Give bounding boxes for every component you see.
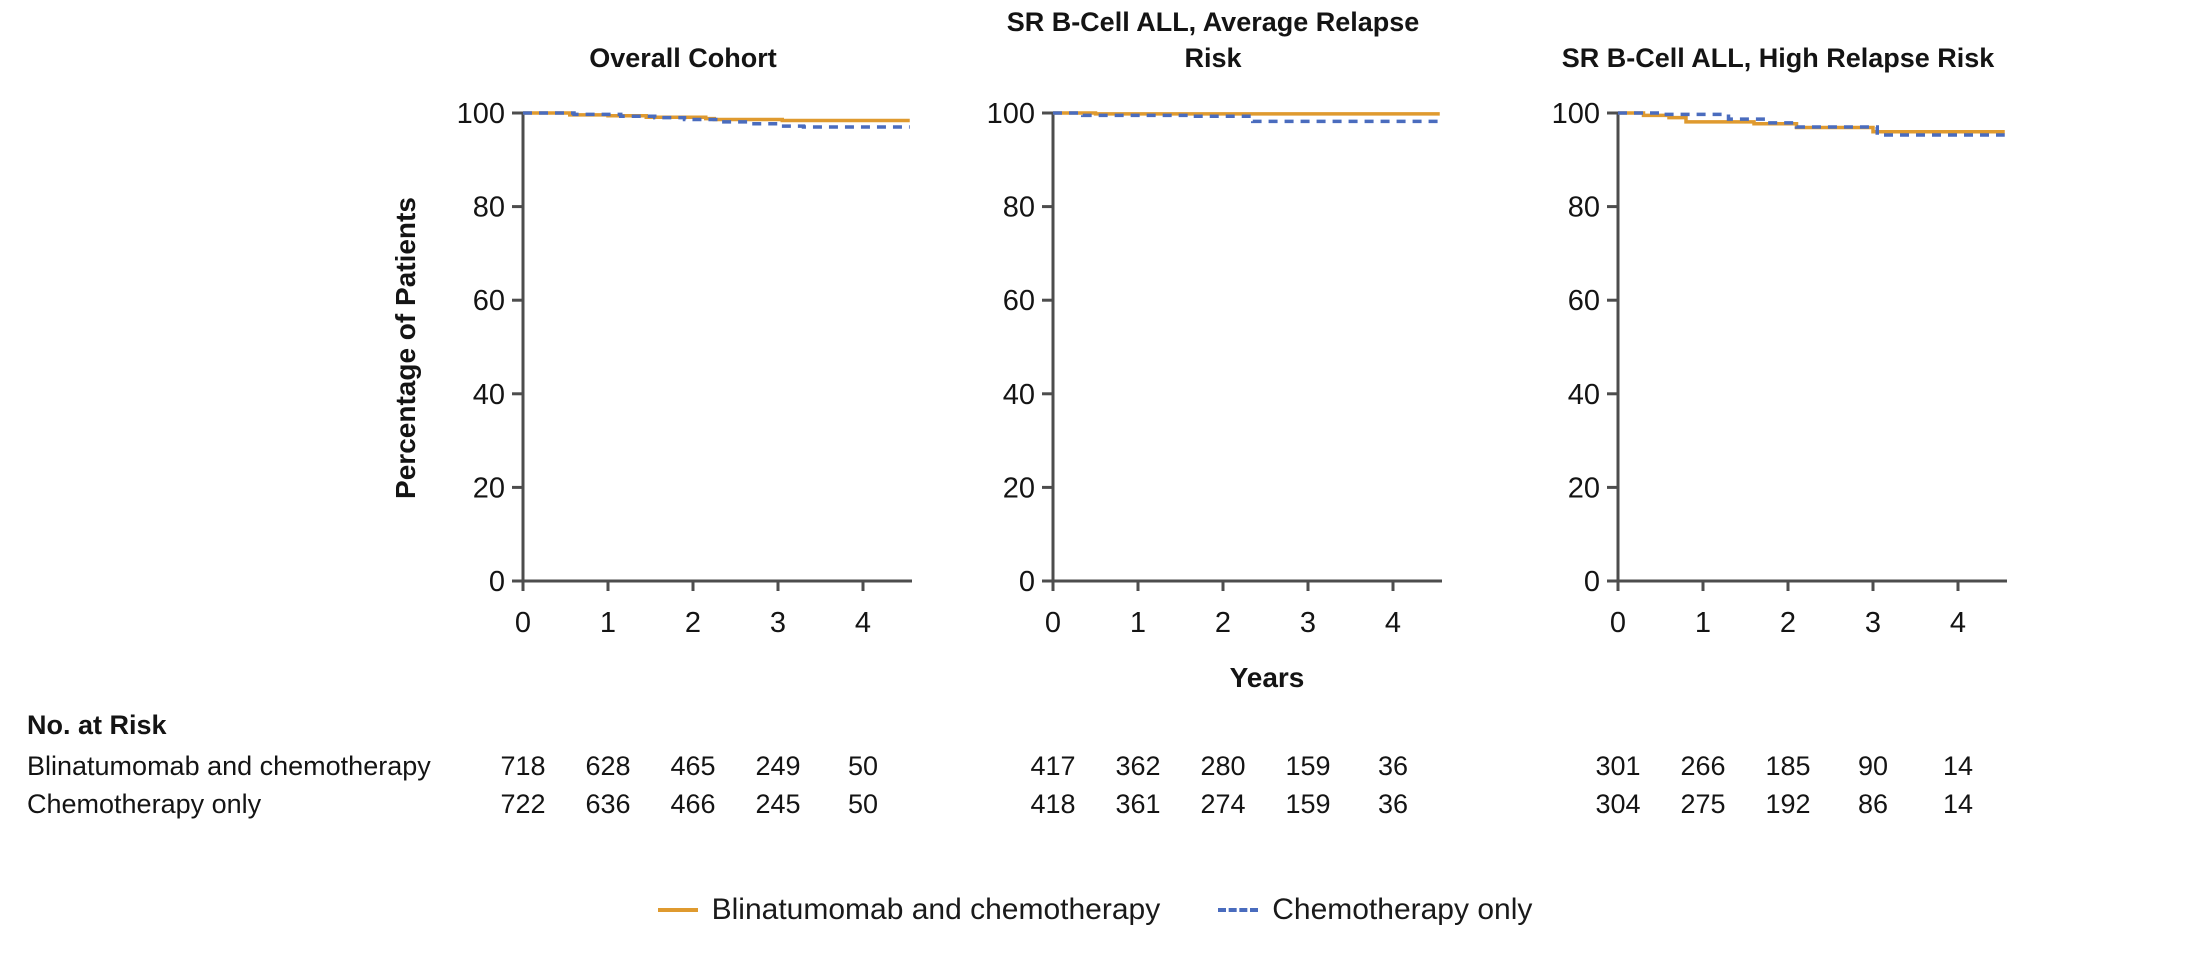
no-at-risk-title: No. at Risk [27,710,167,740]
series-chemotherapy [1618,111,2005,137]
risk-count: 159 [1285,751,1331,781]
solid-line-icon [657,908,698,912]
risk-count: 636 [585,789,631,819]
risk-count: 90 [1857,751,1889,781]
risk-count: 192 [1765,789,1811,819]
x-tick-label: 1 [1695,607,1711,639]
risk-count: 466 [670,789,716,819]
y-tick-label: 80 [1568,192,1600,224]
km-plot-overall: 0 20 40 60 80 100 0 1 2 3 4 [457,98,912,639]
risk-count: 274 [1200,789,1246,819]
series-chemotherapy [1053,111,1440,124]
panel-title-text: SR B-Cell ALL, High Relapse Risk [1561,43,1995,73]
y-tick-label: 60 [1003,285,1035,317]
panel-title-text: Overall Cohort [589,43,777,73]
x-tick-label: 1 [1130,607,1146,639]
legend-label: Chemotherapy only [1272,893,1533,926]
risk-count: 628 [585,751,631,781]
x-tick-label: 2 [1780,607,1796,639]
risk-count: 36 [1377,789,1409,819]
risk-count: 266 [1680,751,1726,781]
risk-count: 280 [1200,751,1246,781]
risk-count: 159 [1285,789,1331,819]
risk-count: 275 [1680,789,1726,819]
x-tick-label: 2 [685,607,701,639]
panel-title: Overall Cohort [453,0,913,76]
series-blinatumomab [1053,111,1440,116]
x-tick-label: 0 [515,607,531,639]
risk-count: 465 [670,751,716,781]
y-tick-label: 20 [1568,472,1600,504]
legend-label: Blinatumomab and chemotherapy [711,893,1161,926]
legend-item-blinatumomab: Blinatumomab and chemotherapy [657,893,1161,927]
x-tick-label: 4 [1950,607,1966,639]
risk-count: 249 [755,751,801,781]
risk-count: 304 [1595,789,1641,819]
risk-count: 245 [755,789,801,819]
x-tick-label: 3 [1300,607,1316,639]
risk-row-label-blinatumomab: Blinatumomab and chemotherapy [27,751,431,781]
risk-count: 362 [1115,751,1161,781]
y-tick-label: 60 [1568,285,1600,317]
y-tick-label: 80 [473,192,505,224]
risk-count: 417 [1030,751,1076,781]
x-tick-label: 2 [1215,607,1231,639]
y-tick-label: 80 [1003,192,1035,224]
y-tick-label: 40 [1568,379,1600,411]
risk-row-label-chemotherapy: Chemotherapy only [27,789,262,819]
risk-count: 418 [1030,789,1076,819]
y-tick-label: 0 [1019,566,1035,598]
legend: Blinatumomab and chemotherapy Chemothera… [0,893,2190,927]
km-plot-high-risk: 0 20 40 60 80 100 0 1 2 3 4 [1552,98,2007,639]
y-tick-label: 0 [1584,566,1600,598]
y-tick-label: 100 [1552,98,1600,130]
panel-high-relapse-risk: SR B-Cell ALL, High Relapse Risk 0 20 40 60… [1538,0,2018,650]
y-tick-label: 20 [473,472,505,504]
risk-count: 185 [1765,751,1811,781]
y-axis-label: Percentage of Patients [390,197,421,499]
y-tick-label: 40 [1003,379,1035,411]
risk-count: 86 [1857,789,1889,819]
x-tick-label: 3 [770,607,786,639]
y-tick-label: 100 [457,98,505,130]
x-tick-label: 0 [1045,607,1061,639]
panel-average-relapse-risk: SR B-Cell ALL, Average Relapse Risk 0 20 4… [973,0,1453,650]
risk-count: 50 [847,751,879,781]
y-tick-label: 0 [489,566,505,598]
y-tick-label: 20 [1003,472,1035,504]
x-axis-label: Years [1229,662,1305,693]
y-tick-label: 100 [987,98,1035,130]
risk-count: 722 [500,789,546,819]
risk-count: 361 [1115,789,1161,819]
x-tick-label: 4 [855,607,871,639]
y-tick-label: 60 [473,285,505,317]
panel-title: SR B-Cell ALL, High Relapse Risk [1548,0,2008,76]
series-chemotherapy [523,111,910,129]
legend-item-chemotherapy: Chemotherapy only [1218,893,1532,927]
risk-count: 718 [500,751,546,781]
panel-title-text: SR B-Cell ALL, Average Relapse Risk [1006,7,1420,73]
risk-count: 50 [847,789,879,819]
risk-count: 36 [1377,751,1409,781]
x-tick-label: 1 [600,607,616,639]
risk-count: 14 [1942,789,1974,819]
panel-title: SR B-Cell ALL, Average Relapse Risk [983,0,1443,76]
risk-count: 301 [1595,751,1641,781]
panel-overall-cohort: Overall Cohort 0 20 40 60 80 100 0 1 2 3 4 [443,0,923,650]
risk-count: 14 [1942,751,1974,781]
x-tick-label: 3 [1865,607,1881,639]
dashed-line-icon [1218,908,1259,912]
series-blinatumomab [1618,111,2005,134]
x-tick-label: 0 [1610,607,1626,639]
km-plot-average-risk: 0 20 40 60 80 100 0 1 2 3 4 [987,98,1442,639]
y-tick-label: 40 [473,379,505,411]
x-tick-label: 4 [1385,607,1401,639]
